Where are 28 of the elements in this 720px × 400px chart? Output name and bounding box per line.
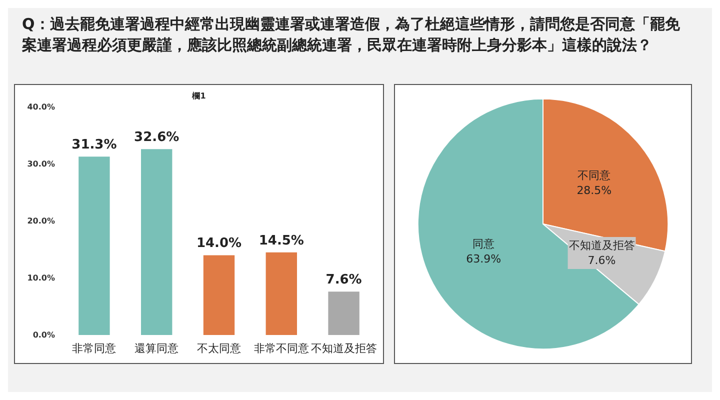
data-label: 32.6% [134,130,180,146]
bar [266,252,297,335]
chart-subtitle: 欄1 [191,92,206,100]
y-tick-label: 30.0% [27,160,55,168]
data-label: 7.6% [326,272,362,288]
y-tick-label: 10.0% [27,274,55,282]
bar [141,149,172,335]
y-tick-label: 40.0% [27,102,55,112]
chart-title: Q：過去罷免連署過程中經常出現幽靈連署或連署造假，為了杜絕這些情形，請問您是否同意「罷免案連署過程必須更嚴謹，應該比照總統副總統連署，民眾在連署時附上身分影本」這樣的說法？ [22,14,681,56]
x-tick-label: 不太同意 [197,342,241,355]
slice-label: 不知道及拒答 [568,239,635,252]
y-tick-label: 0.0% [32,330,55,340]
bar [328,292,360,335]
x-tick-label: 非常同意 [72,342,116,355]
slice-label: 不同意 [578,169,611,182]
data-label: 28.5% [576,184,612,198]
x-tick-label: 不知道及拒答 [310,342,377,355]
data-label: 63.9% [466,252,502,266]
x-tick-label: 還算同意 [134,342,179,355]
slice-label: 同意 [472,238,495,251]
data-label: 14.5% [258,233,304,248]
data-label: 31.3% [72,138,117,153]
bar [78,156,110,335]
bar [203,255,235,335]
y-tick-label: 20.0% [27,216,55,226]
data-label: 14.0% [196,236,242,252]
data-label: 7.6% [588,254,616,268]
x-tick-label: 非常不同意 [254,342,309,355]
